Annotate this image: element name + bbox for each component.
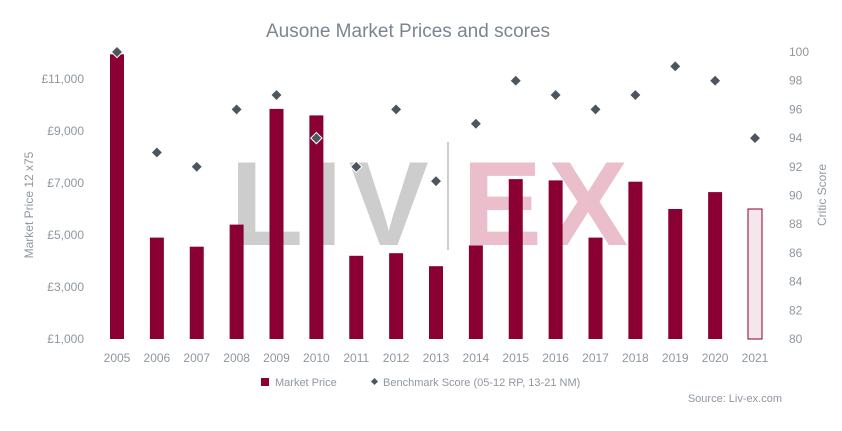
point-benchmark-score-2007 [190,160,204,174]
point-benchmark-score-2006 [150,146,164,159]
bar-market-price-2012 [389,253,404,339]
livex-watermark-logo: LIV EX [230,137,634,271]
x-tick-label: 2006 [144,351,171,365]
point-benchmark-score-2012 [389,103,403,116]
x-tick-label: 2009 [263,351,290,365]
y-right-tick-label: 94 [789,131,803,145]
y-left-ticks: £1,000 £3,000 £5,000 £7,000 £9,000 £11,000 [42,72,85,346]
x-ticks: 2005 2006 2007 2008 2009 2010 2011 2012 2013 2014… [104,351,769,365]
point-benchmark-score-2019 [668,59,682,73]
point-benchmark-score-2005 [110,45,124,59]
x-tick-label: 2017 [582,351,609,365]
x-tick-label: 2005 [104,351,131,365]
x-tick-label: 2011 [343,351,369,365]
y-right-ticks: 80 82 84 86 88 90 92 94 96 98 100 [789,45,809,346]
x-tick-label: 2018 [622,351,649,365]
bar-market-price-2016 [548,180,563,339]
legend-swatch-market-price [261,378,269,386]
bar-series [110,54,763,340]
y-right-tick-label: 96 [789,102,803,116]
bar-market-price-2021 [747,208,763,340]
y-left-tick-label: £11,000 [42,72,85,86]
y-right-tick-label: 90 [789,189,803,203]
legend-label-benchmark-score: Benchmark Score (05-12 RP, 13-21 NM) [383,377,580,389]
y-left-tick-label: £7,000 [47,176,84,190]
x-tick-label: 2019 [662,351,689,365]
point-benchmark-score-2018 [629,88,642,102]
bar-market-price-2007 [189,246,204,339]
x-tick-label: 2020 [702,351,729,365]
bar-market-price-2013 [429,266,443,339]
bar-market-price-2005 [110,54,124,340]
point-benchmark-score-2011 [349,160,363,174]
bar-market-price-2018 [628,181,643,339]
point-benchmark-score-2013 [429,174,443,188]
y-right-tick-label: 84 [789,275,803,289]
bar-market-price-2015 [508,179,523,339]
x-tick-label: 2010 [303,351,330,365]
bar-market-price-2011 [349,255,364,339]
y-right-tick-label: 80 [789,332,803,346]
y-right-tick-label: 100 [789,45,809,59]
scatter-series [110,45,762,188]
bar-market-price-2010 [309,115,324,340]
bar-market-price-2019 [668,209,683,339]
y-right-tick-label: 92 [789,160,803,174]
y-right-tick-label: 86 [789,246,803,260]
point-benchmark-score-2016 [549,88,562,102]
legend-swatch-benchmark-score [370,377,379,386]
point-benchmark-score-2017 [589,103,602,116]
x-tick-label: 2008 [223,351,250,365]
y-left-tick-label: £5,000 [47,228,84,242]
y-left-axis-label: Market Price 12 x75 [22,151,36,258]
y-right-tick-label: 82 [789,303,803,317]
y-right-tick-label: 88 [789,217,803,231]
y-right-tick-label: 98 [789,74,803,88]
y-left-tick-label: £9,000 [47,124,84,138]
legend: Market Price Benchmark Score (05-12 RP, … [261,377,580,389]
point-benchmark-score-2015 [509,74,523,88]
y-right-axis-label: Critic Score [815,164,829,226]
point-benchmark-score-2014 [469,117,483,131]
point-benchmark-score-2020 [708,74,722,88]
x-tick-label: 2015 [502,351,529,365]
bar-market-price-2020 [708,192,723,339]
point-benchmark-score-2009 [270,88,283,102]
x-tick-label: 2007 [183,351,210,365]
bar-market-price-2009 [269,108,284,340]
bar-market-price-2017 [588,237,603,339]
point-benchmark-score-2008 [230,103,243,116]
bar-market-price-2014 [468,245,483,339]
y-left-tick-label: £1,000 [47,332,84,346]
x-tick-label: 2021 [742,351,769,365]
y-left-tick-label: £3,000 [47,280,84,294]
x-tick-label: 2012 [383,351,410,365]
source-note: Source: Liv-ex.com [688,393,782,405]
bar-market-price-2006 [149,237,164,339]
svg-text:EX: EX [462,137,634,271]
legend-label-market-price: Market Price [275,377,337,389]
bar-market-price-2008 [229,224,244,339]
point-benchmark-score-2010 [310,131,323,145]
svg-text:LIV: LIV [230,137,435,271]
x-tick-label: 2013 [423,351,450,365]
chart-title: Ausone Market Prices and scores [266,21,550,42]
x-tick-label: 2016 [542,351,569,365]
point-benchmark-score-2021 [748,131,762,145]
x-tick-label: 2014 [463,351,490,365]
